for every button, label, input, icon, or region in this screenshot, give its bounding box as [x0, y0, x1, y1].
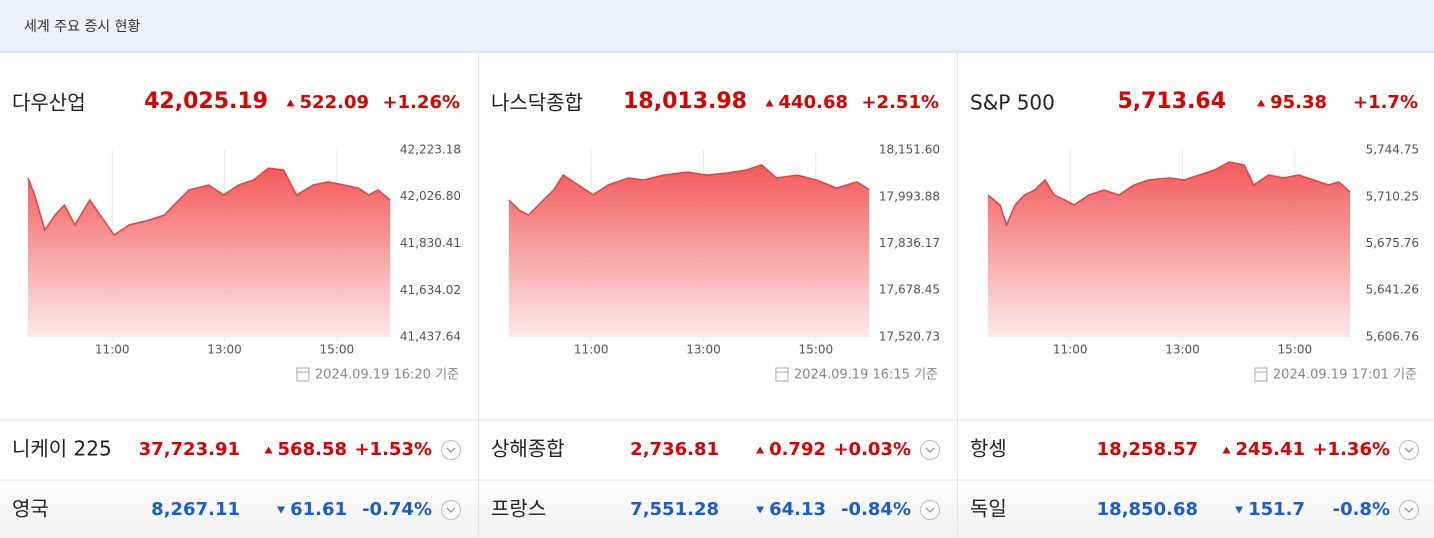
- direction-arrow: [264, 446, 273, 454]
- y-tick-label: 17,993.88: [879, 189, 940, 203]
- direction-arrow: [277, 506, 286, 514]
- area-fill: [508, 165, 870, 337]
- row-name: 프랑스: [491, 497, 546, 521]
- y-tick-label: 5,641.26: [1366, 283, 1419, 297]
- y-tick-label: 41,830.41: [400, 236, 461, 250]
- chevron-icon: [925, 447, 935, 453]
- chevron-icon: [1404, 507, 1414, 513]
- row-percent: -0.84%: [841, 499, 911, 520]
- index-change: 440.68: [779, 92, 848, 113]
- calendar-icon: [775, 367, 789, 382]
- expand-button[interactable]: [920, 500, 940, 520]
- row-percent: -0.8%: [1333, 499, 1390, 520]
- index-name: S&P 500: [970, 91, 1055, 115]
- y-tick-label: 42,026.80: [400, 189, 461, 203]
- row-price: 37,723.91: [139, 439, 240, 460]
- y-tick-label: 42,223.18: [400, 143, 461, 157]
- area-fill: [987, 162, 1351, 337]
- header-bar: [0, 0, 1434, 52]
- row-bg: [0, 480, 1434, 538]
- expand-button[interactable]: [920, 440, 940, 460]
- direction-arrow: [765, 99, 774, 107]
- x-tick-label: 11:00: [95, 343, 130, 357]
- calendar-icon: [1254, 367, 1268, 382]
- row-change: 568.58: [278, 439, 347, 460]
- timestamp: 2024.09.19 16:20 기준: [315, 368, 459, 383]
- chevron-icon: [1404, 447, 1414, 453]
- x-tick-label: 13:00: [1165, 343, 1200, 357]
- row-name: 상해종합: [491, 437, 565, 461]
- row-price: 18,258.57: [1097, 439, 1198, 460]
- expand-button[interactable]: [1399, 440, 1419, 460]
- direction-arrow: [286, 99, 295, 107]
- index-percent: +2.51%: [861, 92, 939, 113]
- x-tick-label: 15:00: [320, 343, 355, 357]
- row-name: 영국: [12, 497, 49, 521]
- y-tick-label: 5,675.76: [1366, 236, 1419, 250]
- line: [987, 161, 1351, 228]
- index-name: 나스닥종합: [491, 91, 583, 115]
- index-percent: +1.26%: [382, 92, 460, 113]
- direction-arrow: [756, 506, 765, 514]
- timestamp: 2024.09.19 17:01 기준: [1273, 368, 1417, 383]
- x-tick-label: 13:00: [207, 343, 242, 357]
- timestamp: 2024.09.19 16:15 기준: [794, 368, 938, 383]
- line: [27, 167, 391, 237]
- row-percent: +1.53%: [354, 439, 432, 460]
- row-percent: +0.03%: [833, 439, 911, 460]
- area-fill: [28, 168, 391, 337]
- row-price: 8,267.11: [151, 499, 240, 520]
- y-tick-label: 17,836.17: [879, 236, 940, 250]
- direction-arrow: [1257, 99, 1266, 107]
- index-price: 5,713.64: [1117, 89, 1226, 114]
- x-tick-label: 13:00: [686, 343, 721, 357]
- y-tick-label: 5,606.76: [1366, 330, 1419, 344]
- chevron-icon: [446, 447, 456, 453]
- y-tick-label: 17,678.45: [879, 283, 940, 297]
- row-change: 0.792: [769, 439, 826, 460]
- index-change: 522.09: [300, 92, 369, 113]
- row-name: 독일: [970, 497, 1007, 521]
- x-tick-label: 11:00: [574, 343, 609, 357]
- calendar-icon: [296, 367, 310, 382]
- row-percent: +1.36%: [1312, 439, 1390, 460]
- row-name: 니케이 225: [12, 437, 112, 461]
- y-tick-label: 41,437.64: [400, 330, 461, 344]
- index-price: 18,013.98: [623, 89, 747, 114]
- expand-button[interactable]: [1399, 500, 1419, 520]
- y-tick-label: 41,634.02: [400, 283, 461, 297]
- expand-button[interactable]: [441, 440, 461, 460]
- chevron-icon: [925, 507, 935, 513]
- row-name: 항셍: [970, 437, 1007, 461]
- row-percent: -0.74%: [362, 499, 432, 520]
- index-percent: +1.7%: [1353, 92, 1418, 113]
- row-price: 2,736.81: [630, 439, 719, 460]
- row-change: 151.7: [1248, 499, 1305, 520]
- expand-button[interactable]: [441, 500, 461, 520]
- y-tick-label: 18,151.60: [879, 143, 940, 157]
- row-price: 7,551.28: [630, 499, 719, 520]
- chevron-icon: [446, 507, 456, 513]
- index-change: 95.38: [1270, 92, 1327, 113]
- row-price: 18,850.68: [1097, 499, 1198, 520]
- x-tick-label: 15:00: [799, 343, 834, 357]
- row-bg: [0, 420, 1434, 480]
- y-tick-label: 5,744.75: [1366, 143, 1419, 157]
- index-price: 42,025.19: [144, 89, 268, 114]
- header-title: 세계 주요 증시 현황: [24, 19, 141, 35]
- x-tick-label: 15:00: [1278, 343, 1313, 357]
- direction-arrow: [1222, 446, 1231, 454]
- y-tick-label: 5,710.25: [1366, 189, 1419, 203]
- direction-arrow: [1235, 506, 1244, 514]
- row-change: 61.61: [290, 499, 347, 520]
- index-name: 다우산업: [12, 91, 86, 115]
- line: [508, 164, 870, 217]
- direction-arrow: [756, 446, 765, 454]
- row-change: 64.13: [769, 499, 826, 520]
- y-tick-label: 17,520.73: [879, 330, 940, 344]
- x-tick-label: 11:00: [1053, 343, 1088, 357]
- row-change: 245.41: [1236, 439, 1305, 460]
